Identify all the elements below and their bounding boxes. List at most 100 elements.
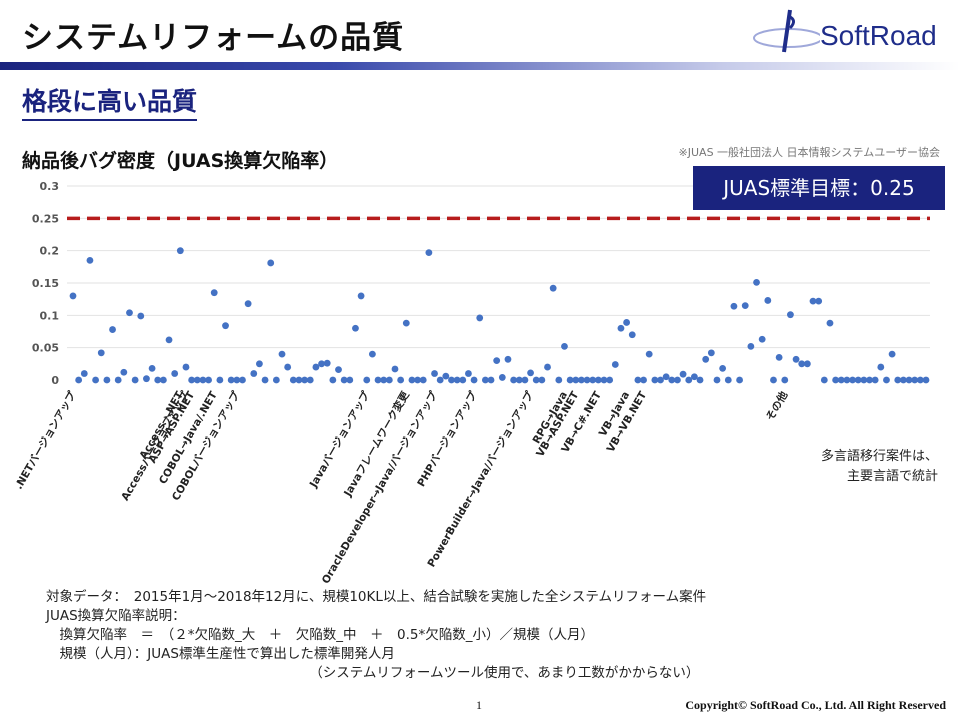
- data-point: [758, 335, 766, 343]
- data-point: [724, 376, 732, 384]
- data-point: [182, 363, 190, 371]
- data-point: [832, 376, 840, 384]
- data-point: [566, 376, 574, 384]
- logo-text: SoftRoad: [820, 20, 937, 51]
- data-point: [357, 292, 365, 300]
- explain-line: 規模（人月）：JUAS標準生産性で算出した標準開発人月: [46, 646, 395, 662]
- data-point: [233, 376, 241, 384]
- data-point: [549, 284, 557, 292]
- chart-heading: 納品後バグ密度（JUAS換算欠陥率）: [22, 150, 339, 172]
- data-point: [521, 376, 529, 384]
- data-point: [561, 342, 568, 350]
- data-point: [555, 376, 563, 384]
- data-point: [493, 357, 501, 364]
- data-point: [465, 370, 472, 377]
- page-number: 1: [476, 698, 482, 712]
- data-point: [442, 372, 450, 380]
- data-point: [532, 376, 540, 384]
- x-category-label: .NETバージョンアップ: [12, 389, 79, 492]
- data-point: [662, 373, 670, 381]
- data-point: [431, 370, 438, 377]
- data-point: [713, 376, 721, 384]
- data-point: [476, 314, 484, 322]
- y-tick-label: 0.3: [40, 180, 60, 193]
- multi-language-note: 多言語移行案件は、 主要言語で統計: [821, 447, 938, 487]
- data-point: [199, 376, 207, 384]
- y-tick-label: 0.2: [40, 245, 60, 258]
- data-point: [143, 375, 150, 383]
- data-point: [188, 376, 196, 384]
- data-point: [69, 292, 77, 300]
- explain-line: （システムリフォームツール使用で、あまり工数がかからない）: [46, 665, 700, 681]
- data-point: [222, 322, 229, 330]
- data-point: [419, 376, 427, 384]
- data-point: [137, 312, 145, 320]
- data-point: [640, 376, 647, 384]
- data-point: [696, 376, 704, 384]
- data-point: [905, 376, 913, 384]
- data-point: [391, 365, 399, 373]
- data-point: [854, 376, 862, 384]
- data-point: [679, 370, 687, 378]
- data-point: [747, 342, 755, 350]
- source-note: ※JUAS 一般社団法人 日本情報システムユーザー協会: [678, 146, 940, 159]
- data-point: [837, 376, 845, 384]
- data-point: [306, 376, 314, 384]
- data-point: [340, 376, 348, 384]
- data-point: [628, 331, 636, 339]
- data-point: [453, 376, 461, 384]
- note-line: 多言語移行案件は、: [820, 449, 938, 464]
- data-point: [148, 364, 156, 372]
- y-tick-label: 0.05: [32, 342, 59, 355]
- data-point: [645, 350, 653, 358]
- data-point: [798, 360, 806, 368]
- data-point: [323, 359, 331, 367]
- data-point: [871, 376, 879, 384]
- x-category-label: PowerBuilder→Java/バージョンアップ: [425, 389, 537, 570]
- data-point: [75, 376, 83, 384]
- data-point: [368, 350, 376, 358]
- data-point: [792, 355, 800, 363]
- data-point: [487, 376, 495, 384]
- bug-density-scatter-chart: 00.050.10.150.20.250.3 .NETバージョンアップ Acces…: [12, 180, 930, 586]
- data-point: [589, 376, 597, 384]
- section-subtitle: 格段に高い品質: [22, 86, 198, 121]
- data-point: [216, 376, 224, 384]
- data-point: [730, 302, 738, 310]
- data-point: [272, 376, 280, 384]
- data-point: [894, 376, 902, 384]
- target-label-box: JUAS標準目標：0.25: [693, 166, 945, 210]
- data-point: [402, 319, 410, 327]
- data-point: [210, 289, 218, 297]
- data-point: [674, 376, 681, 384]
- data-point: [572, 376, 580, 384]
- data-point: [600, 376, 608, 384]
- data-point: [109, 326, 116, 333]
- data-point: [284, 363, 292, 371]
- data-point: [120, 368, 128, 376]
- data-point: [515, 376, 523, 384]
- data-point: [578, 376, 585, 384]
- data-point: [583, 376, 591, 384]
- data-point: [329, 376, 337, 384]
- data-point: [436, 376, 444, 384]
- data-point: [702, 355, 710, 363]
- data-point: [92, 376, 99, 384]
- data-point: [278, 350, 286, 358]
- data-point: [775, 353, 783, 361]
- data-point: [414, 376, 421, 384]
- data-point: [866, 376, 873, 384]
- y-tick-label: 0.1: [40, 309, 60, 322]
- data-point: [267, 259, 275, 267]
- data-point: [171, 370, 179, 377]
- header-divider: [0, 62, 960, 70]
- data-point: [623, 319, 631, 326]
- data-point: [165, 336, 173, 344]
- y-tick-label: 0: [51, 374, 59, 387]
- data-point: [787, 311, 794, 319]
- data-point: [707, 349, 715, 357]
- copyright: Copyright© SoftRoad Co., Ltd. All Right …: [685, 698, 946, 712]
- explain-line: 換算欠陥率 ＝ （２*欠陥数_大 ＋ 欠陥数_中 ＋ 0.5*欠陥数_小）／規模…: [46, 627, 594, 643]
- data-point: [498, 374, 506, 381]
